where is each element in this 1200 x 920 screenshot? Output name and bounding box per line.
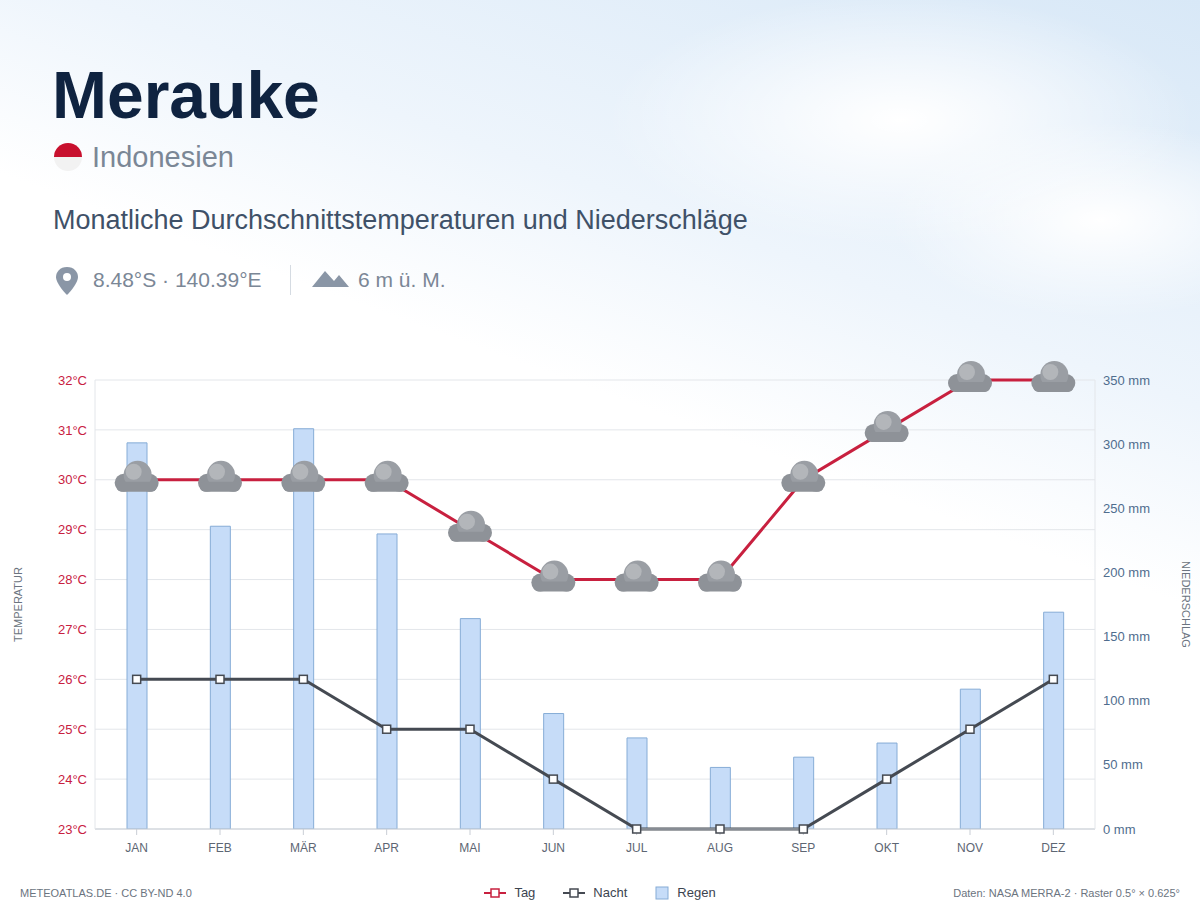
svg-text:29°C: 29°C <box>58 522 87 537</box>
svg-text:NIEDERSCHLAG: NIEDERSCHLAG <box>1180 561 1192 648</box>
html-text:Daten: NASA MERRA-2 · Raster 0: Daten: NASA MERRA-2 · Raster 0.5° × 0.62… <box>953 887 1180 899</box>
svg-text:150 mm: 150 mm <box>1103 629 1150 644</box>
svg-text:JUL: JUL <box>626 841 648 855</box>
html-text:Nacht: Nacht <box>593 885 628 900</box>
svg-text:250 mm: 250 mm <box>1103 501 1150 516</box>
svg-text:26°C: 26°C <box>58 672 87 687</box>
svg-text:MÄR: MÄR <box>290 841 317 855</box>
html-text:Regen: Regen <box>677 885 716 900</box>
svg-text:27°C: 27°C <box>58 622 87 637</box>
svg-text:200 mm: 200 mm <box>1103 565 1150 580</box>
svg-text:OKT: OKT <box>874 841 899 855</box>
svg-text:AUG: AUG <box>707 841 733 855</box>
html-text:METEOATLAS.DE · CC BY-ND 4.0: METEOATLAS.DE · CC BY-ND 4.0 <box>20 887 192 899</box>
svg-text:30°C: 30°C <box>58 472 87 487</box>
svg-text:300 mm: 300 mm <box>1103 437 1150 452</box>
html-text:Monatliche Durchschnittstemper: Monatliche Durchschnittstemperaturen und… <box>53 205 748 235</box>
html-text:Tag: Tag <box>514 885 536 900</box>
svg-text:25°C: 25°C <box>58 722 87 737</box>
svg-text:31°C: 31°C <box>58 423 87 438</box>
svg-text:32°C: 32°C <box>58 373 87 388</box>
svg-text:23°C: 23°C <box>58 822 87 837</box>
svg-text:350 mm: 350 mm <box>1103 373 1150 388</box>
svg-text:0 mm: 0 mm <box>1103 822 1136 837</box>
svg-text:FEB: FEB <box>208 841 231 855</box>
svg-text:24°C: 24°C <box>58 772 87 787</box>
svg-text:28°C: 28°C <box>58 572 87 587</box>
svg-text:50 mm: 50 mm <box>1103 757 1143 772</box>
html-text:8.48°S · 140.39°E: 8.48°S · 140.39°E <box>93 268 262 291</box>
html-text:Merauke: Merauke <box>52 58 320 132</box>
html-text:Indonesien: Indonesien <box>92 141 234 173</box>
svg-text:DEZ: DEZ <box>1041 841 1065 855</box>
svg-text:JUN: JUN <box>542 841 565 855</box>
svg-text:JAN: JAN <box>125 841 148 855</box>
svg-text:MAI: MAI <box>459 841 480 855</box>
svg-text:100 mm: 100 mm <box>1103 693 1150 708</box>
svg-text:SEP: SEP <box>791 841 815 855</box>
svg-text:APR: APR <box>374 841 399 855</box>
svg-text:NOV: NOV <box>957 841 983 855</box>
svg-text:TEMPERATUR: TEMPERATUR <box>12 567 24 642</box>
html-text:6 m ü. M.: 6 m ü. M. <box>358 268 446 291</box>
